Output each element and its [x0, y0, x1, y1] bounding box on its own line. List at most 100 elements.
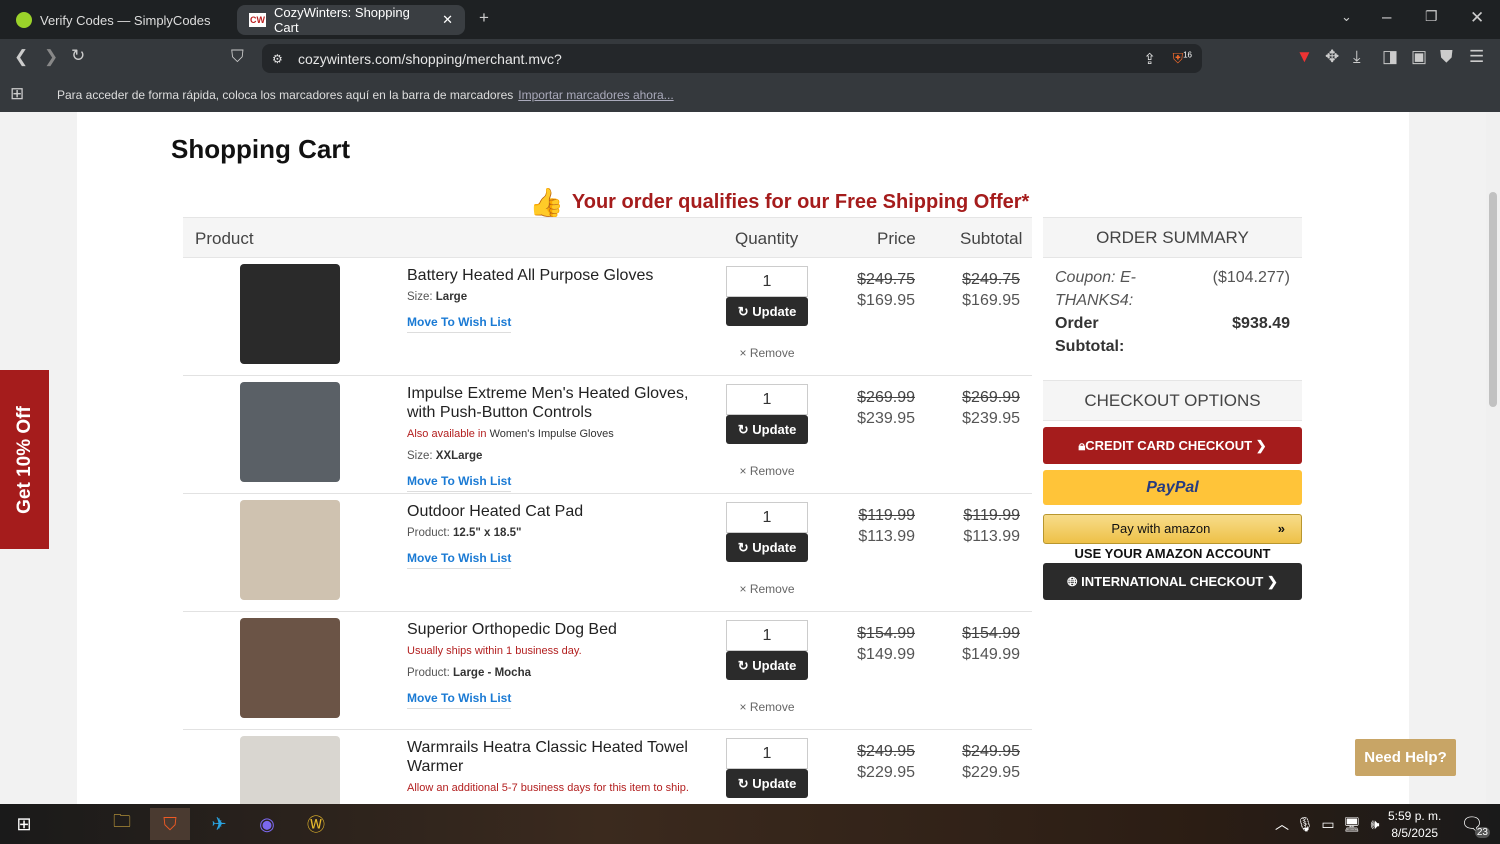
- amazon-pay-label: Pay with amazon: [1111, 521, 1211, 536]
- remove-link[interactable]: × Remove: [739, 700, 795, 714]
- wallet-icon[interactable]: ▣: [1411, 47, 1428, 66]
- network-icon[interactable]: 🖥︎: [1343, 815, 1361, 832]
- vpn-icon[interactable]: ⛊: [1440, 47, 1453, 66]
- product-image[interactable]: [240, 264, 340, 364]
- international-checkout-button[interactable]: 🌐︎ INTERNATIONAL CHECKOUT ❯: [1043, 563, 1302, 600]
- product-image[interactable]: [240, 382, 340, 482]
- scrollbar-thumb[interactable]: [1489, 192, 1497, 407]
- telegram-icon[interactable]: ✈: [211, 813, 227, 834]
- menu-icon[interactable]: ☰: [1469, 47, 1485, 66]
- product-name[interactable]: Superior Orthopedic Dog Bed: [407, 621, 617, 638]
- reload-icon[interactable]: ↻: [71, 46, 86, 65]
- microphone-icon[interactable]: 🎙︎: [1296, 815, 1314, 832]
- new-tab-icon[interactable]: +: [479, 8, 489, 27]
- notifications-icon[interactable]: 🗨︎ 23: [1460, 813, 1490, 838]
- remove-link[interactable]: × Remove: [739, 346, 795, 360]
- move-to-wish-list-link[interactable]: Move To Wish List: [407, 313, 512, 333]
- site-settings-icon[interactable]: ⚙: [272, 51, 283, 66]
- rewards-icon[interactable]: ▼: [1296, 47, 1313, 66]
- close-tab-icon[interactable]: ✕: [442, 12, 453, 27]
- refresh-icon: ↻: [737, 658, 749, 673]
- cart-table-header: Product Quantity Price Subtotal: [183, 217, 1032, 258]
- cozywinters-favicon: CW: [249, 13, 266, 27]
- shipping-note: Allow an additional 5-7 business days fo…: [407, 782, 689, 794]
- move-to-wish-list-link[interactable]: Move To Wish List: [407, 689, 512, 709]
- clock[interactable]: 5:59 p. m. 8/5/2025: [1388, 808, 1441, 842]
- update-label: Update: [752, 540, 797, 555]
- paypal-logo: PayPal: [1146, 479, 1199, 496]
- item-subtotal: $149.99: [962, 646, 1020, 663]
- cart-item-row: Impulse Extreme Men's Heated Gloves, wit…: [183, 376, 1032, 494]
- update-button[interactable]: ↻ Update: [726, 297, 808, 326]
- free-shipping-banner: 👍 Your order qualifies for our Free Shipp…: [529, 186, 1029, 219]
- attribute-label: Product:: [407, 667, 450, 679]
- update-button[interactable]: ↻ Update: [726, 651, 808, 680]
- download-icon[interactable]: ⤓: [1353, 47, 1361, 66]
- need-help-button[interactable]: Need Help?: [1355, 739, 1456, 776]
- battery-icon[interactable]: ▭: [1321, 815, 1335, 832]
- address-bar[interactable]: ⚙ cozywinters.com/shopping/merchant.mvc? …: [262, 44, 1202, 73]
- sidebar-icon[interactable]: ◨: [1382, 47, 1399, 66]
- messenger-icon[interactable]: ◉: [259, 813, 275, 834]
- original-price: $249.95: [857, 743, 915, 760]
- remove-link[interactable]: × Remove: [739, 464, 795, 478]
- tab-shopping-cart[interactable]: CW CozyWinters: Shopping Cart ✕: [237, 5, 465, 35]
- alt-product-link[interactable]: Women's Impulse Gloves: [489, 428, 614, 440]
- quantity-input[interactable]: 1: [726, 620, 808, 651]
- brave-shields-icon[interactable]: ⛨16: [1172, 50, 1192, 66]
- move-to-wish-list-link[interactable]: Move To Wish List: [407, 472, 512, 492]
- order-subtotal-value: $938.49: [1232, 315, 1290, 332]
- apps-icon[interactable]: ⊞: [10, 84, 25, 103]
- start-icon[interactable]: ⊞: [16, 813, 32, 834]
- forward-icon[interactable]: ❯: [44, 47, 59, 66]
- product-image[interactable]: [240, 736, 340, 804]
- product-name[interactable]: Impulse Extreme Men's Heated Gloves, wit…: [407, 385, 689, 421]
- file-explorer-icon[interactable]: 🗀: [113, 811, 131, 831]
- promo-tab[interactable]: Get 10% Off: [0, 370, 49, 549]
- minimize-icon[interactable]: –: [1382, 7, 1392, 26]
- back-icon[interactable]: ❮: [14, 47, 29, 66]
- paypal-button[interactable]: PayPal: [1043, 470, 1302, 505]
- restore-icon[interactable]: ❐: [1425, 8, 1438, 24]
- update-button[interactable]: ↻ Update: [726, 415, 808, 444]
- share-icon[interactable]: ⇪: [1143, 50, 1156, 68]
- update-button[interactable]: ↻ Update: [726, 533, 808, 562]
- credit-card-checkout-button[interactable]: 🔒︎CREDIT CARD CHECKOUT ❯: [1043, 427, 1302, 464]
- page-scrollbar[interactable]: [1486, 112, 1500, 804]
- product-image[interactable]: [240, 618, 340, 718]
- product-name[interactable]: Battery Heated All Purpose Gloves: [407, 267, 654, 284]
- wow-icon[interactable]: Ⓦ: [307, 815, 325, 835]
- chevron-down-icon[interactable]: ⌄: [1341, 9, 1352, 24]
- navigation-toolbar: ❮ ❯ ↻ ⛉ ⚙ cozywinters.com/shopping/mercha…: [0, 39, 1500, 78]
- product-image[interactable]: [240, 500, 340, 600]
- quantity-input[interactable]: 1: [726, 266, 808, 297]
- amazon-pay-button[interactable]: Pay with amazon »: [1043, 514, 1302, 544]
- page-content: Shopping Cart 👍 Your order qualifies for …: [77, 112, 1409, 804]
- item-subtotal: $239.95: [962, 410, 1020, 427]
- extensions-icon[interactable]: ✥: [1325, 47, 1340, 66]
- tray-chevron-icon[interactable]: ︿: [1275, 816, 1289, 832]
- bookmark-icon[interactable]: ⛉: [231, 47, 244, 66]
- lock-icon: 🔒︎: [1078, 438, 1086, 453]
- product-name[interactable]: Outdoor Heated Cat Pad: [407, 503, 584, 520]
- brave-icon[interactable]: ⛉: [150, 808, 190, 840]
- quantity-input[interactable]: 1: [726, 384, 808, 415]
- attribute-label: Size:: [407, 450, 433, 462]
- shield-badge: 16: [1183, 50, 1192, 60]
- refresh-icon: ↻: [737, 304, 749, 319]
- move-to-wish-list-link[interactable]: Move To Wish List: [407, 549, 512, 569]
- original-price: $119.99: [858, 507, 915, 524]
- tab-verify-codes[interactable]: Verify Codes — SimplyCodes: [4, 5, 223, 35]
- refresh-icon: ↻: [737, 422, 749, 437]
- close-window-icon[interactable]: ✕: [1470, 8, 1485, 27]
- original-subtotal: $154.99: [962, 625, 1020, 642]
- volume-icon[interactable]: 🕪︎: [1370, 815, 1380, 832]
- quantity-input[interactable]: 1: [726, 502, 808, 533]
- remove-link[interactable]: × Remove: [739, 582, 795, 596]
- quantity-input[interactable]: 1: [726, 738, 808, 769]
- update-button[interactable]: ↻ Update: [726, 769, 808, 798]
- product-name[interactable]: Warmrails Heatra Classic Heated Towel Wa…: [407, 739, 688, 775]
- tab-title: Verify Codes — SimplyCodes: [40, 12, 211, 28]
- original-price: $249.75: [857, 271, 915, 288]
- import-bookmarks-link[interactable]: Importar marcadores ahora...: [518, 88, 674, 102]
